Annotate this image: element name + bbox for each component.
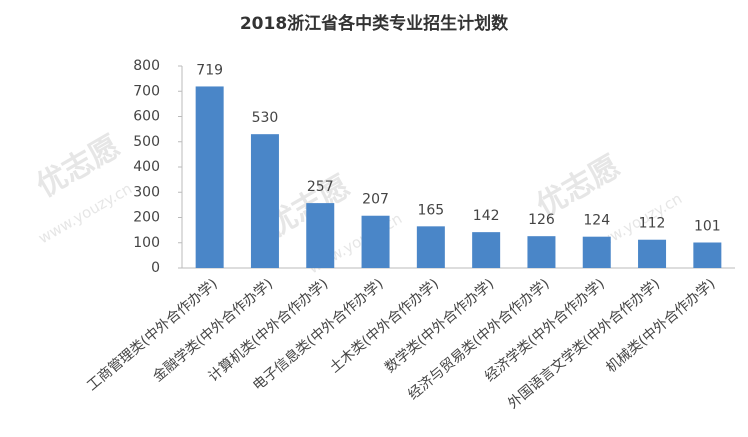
chart-title: 2018浙江省各中类专业招生计划数 — [240, 13, 509, 34]
bar — [250, 134, 279, 268]
data-label: 165 — [417, 202, 444, 218]
y-tick-label: 400 — [133, 159, 160, 175]
y-tick-label: 200 — [133, 210, 160, 226]
bar — [527, 236, 556, 268]
bar — [361, 215, 390, 268]
data-label: 124 — [583, 213, 610, 229]
bar — [416, 226, 445, 268]
y-tick-label: 0 — [151, 260, 160, 276]
data-label: 207 — [362, 192, 389, 208]
data-label: 112 — [639, 216, 666, 232]
data-label: 530 — [252, 110, 279, 126]
y-tick-label: 800 — [133, 58, 160, 74]
y-tick-label: 100 — [133, 235, 160, 251]
data-label: 101 — [694, 218, 721, 234]
y-tick-label: 500 — [133, 134, 160, 150]
data-label: 142 — [473, 208, 500, 224]
x-tick-label: 机械类(中外合作办学) — [603, 276, 718, 376]
bar — [693, 242, 722, 268]
bar — [638, 239, 667, 268]
data-label: 126 — [528, 212, 555, 228]
y-tick-label: 700 — [133, 83, 160, 99]
y-tick-label: 300 — [133, 184, 160, 200]
data-label: 719 — [196, 62, 223, 78]
bar — [582, 236, 611, 268]
y-tick-label: 600 — [133, 109, 160, 125]
bar — [195, 86, 224, 268]
bar — [472, 232, 501, 268]
bar — [306, 203, 335, 268]
data-label: 257 — [307, 179, 334, 195]
